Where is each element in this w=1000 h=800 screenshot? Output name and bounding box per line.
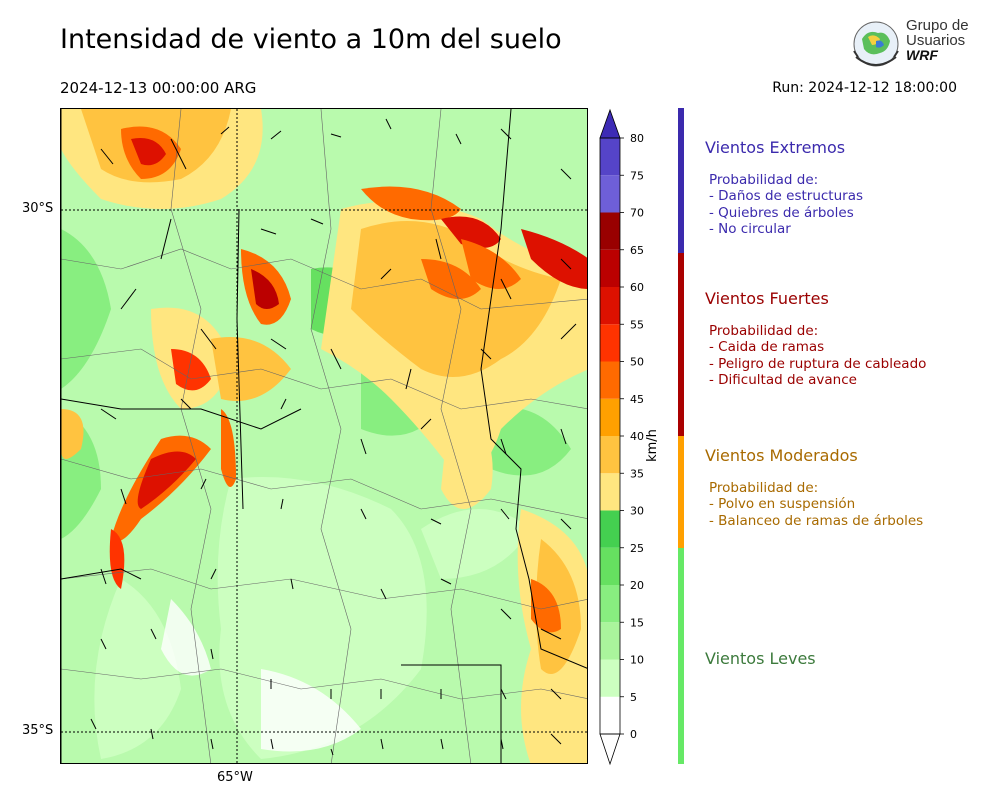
colorbar-tick-label: 5 [630,691,637,704]
colorbar-bin [600,398,620,436]
category-bar-moderados [678,436,684,548]
colorbar-tick-label: 50 [630,356,644,369]
colorbar-max-arrow [599,108,621,139]
colorbar-tick-label: 60 [630,281,644,294]
colorbar-bin [600,324,620,362]
colorbar-bin [600,473,620,511]
colorbar-bin [600,175,620,213]
category-desc-moderados: Probabilidad de: - Polvo en suspensión - … [709,480,924,529]
category-bar-fuertes [678,253,684,436]
chart-title: Intensidad de viento a 10m del suelo [60,24,562,55]
valid-time: 2024-12-13 00:00:00 ARG [60,79,257,97]
wind-vectors [90,118,577,756]
category-title-leves: Vientos Leves [705,649,816,668]
wind-field-svg [61,109,587,763]
colorbar-tick-label: 55 [630,318,644,331]
logo-line2: Usuarios [906,32,966,49]
colorbar-bin [600,622,620,660]
lat-label-35s: 35°S [22,723,54,738]
category-bar-leves [678,548,684,764]
wind-map[interactable] [60,108,588,764]
colorbar-bin [600,138,620,176]
lat-label-30s: 30°S [22,201,54,216]
colorbar-tick-label: 45 [630,393,644,406]
colorbar-bin [600,510,620,548]
colorbar-bin [600,249,620,287]
colorbar-bin [600,547,620,585]
colorbar-bin [600,659,620,697]
colorbar-bin [600,696,620,734]
category-title-extremos: Vientos Extremos [705,138,846,157]
category-desc-extremos: Probabilidad de: - Daños de estructuras -… [709,172,864,237]
category-desc-fuertes: Probabilidad de: - Caida de ramas - Pelig… [709,323,927,388]
colorbar-bin [600,436,620,474]
colorbar-tick-label: 65 [630,244,644,257]
globe-logo-icon [853,21,899,67]
colorbar-tick-label: 80 [630,132,644,145]
colorbar-tick-label: 35 [630,467,644,480]
colorbar-svg: 0 5 10 15 20 25 30 35 40 45 50 55 60 65 70 75 80 [599,108,644,766]
logo-line3: WRF [906,47,938,63]
lon-label-65w: 65°W [217,770,253,785]
logo-line1: Grupo de [906,17,969,34]
colorbar-bin [600,287,620,325]
colorbar-tick-label: 25 [630,542,644,555]
category-title-fuertes: Vientos Fuertes [705,289,829,308]
colorbar: 0 5 10 15 20 25 30 35 40 45 50 55 60 65 70 75 80 [598,108,658,768]
run-time: Run: 2024-12-12 18:00:00 [772,80,957,96]
colorbar-bin [600,361,620,399]
colorbar-tick-label: 15 [630,616,644,629]
colorbar-tick-label: 40 [630,430,644,443]
colorbar-tick-label: 10 [630,654,644,667]
colorbar-tick-label: 20 [630,579,644,592]
colorbar-tick-label: 70 [630,207,644,220]
category-bar-extremos [678,108,684,253]
colorbar-unit: km/h [644,429,660,462]
colorbar-bin [600,212,620,250]
category-title-moderados: Vientos Moderados [705,446,858,465]
colorbar-tick-label: 0 [630,728,637,741]
colorbar-bin [600,585,620,623]
colorbar-tick-label: 75 [630,169,644,182]
colorbar-min-arrow [599,733,621,766]
colorbar-tick-label: 30 [630,505,644,518]
grupo-usuarios-wrf-logo: Grupo de Usuarios WRF [848,17,969,75]
